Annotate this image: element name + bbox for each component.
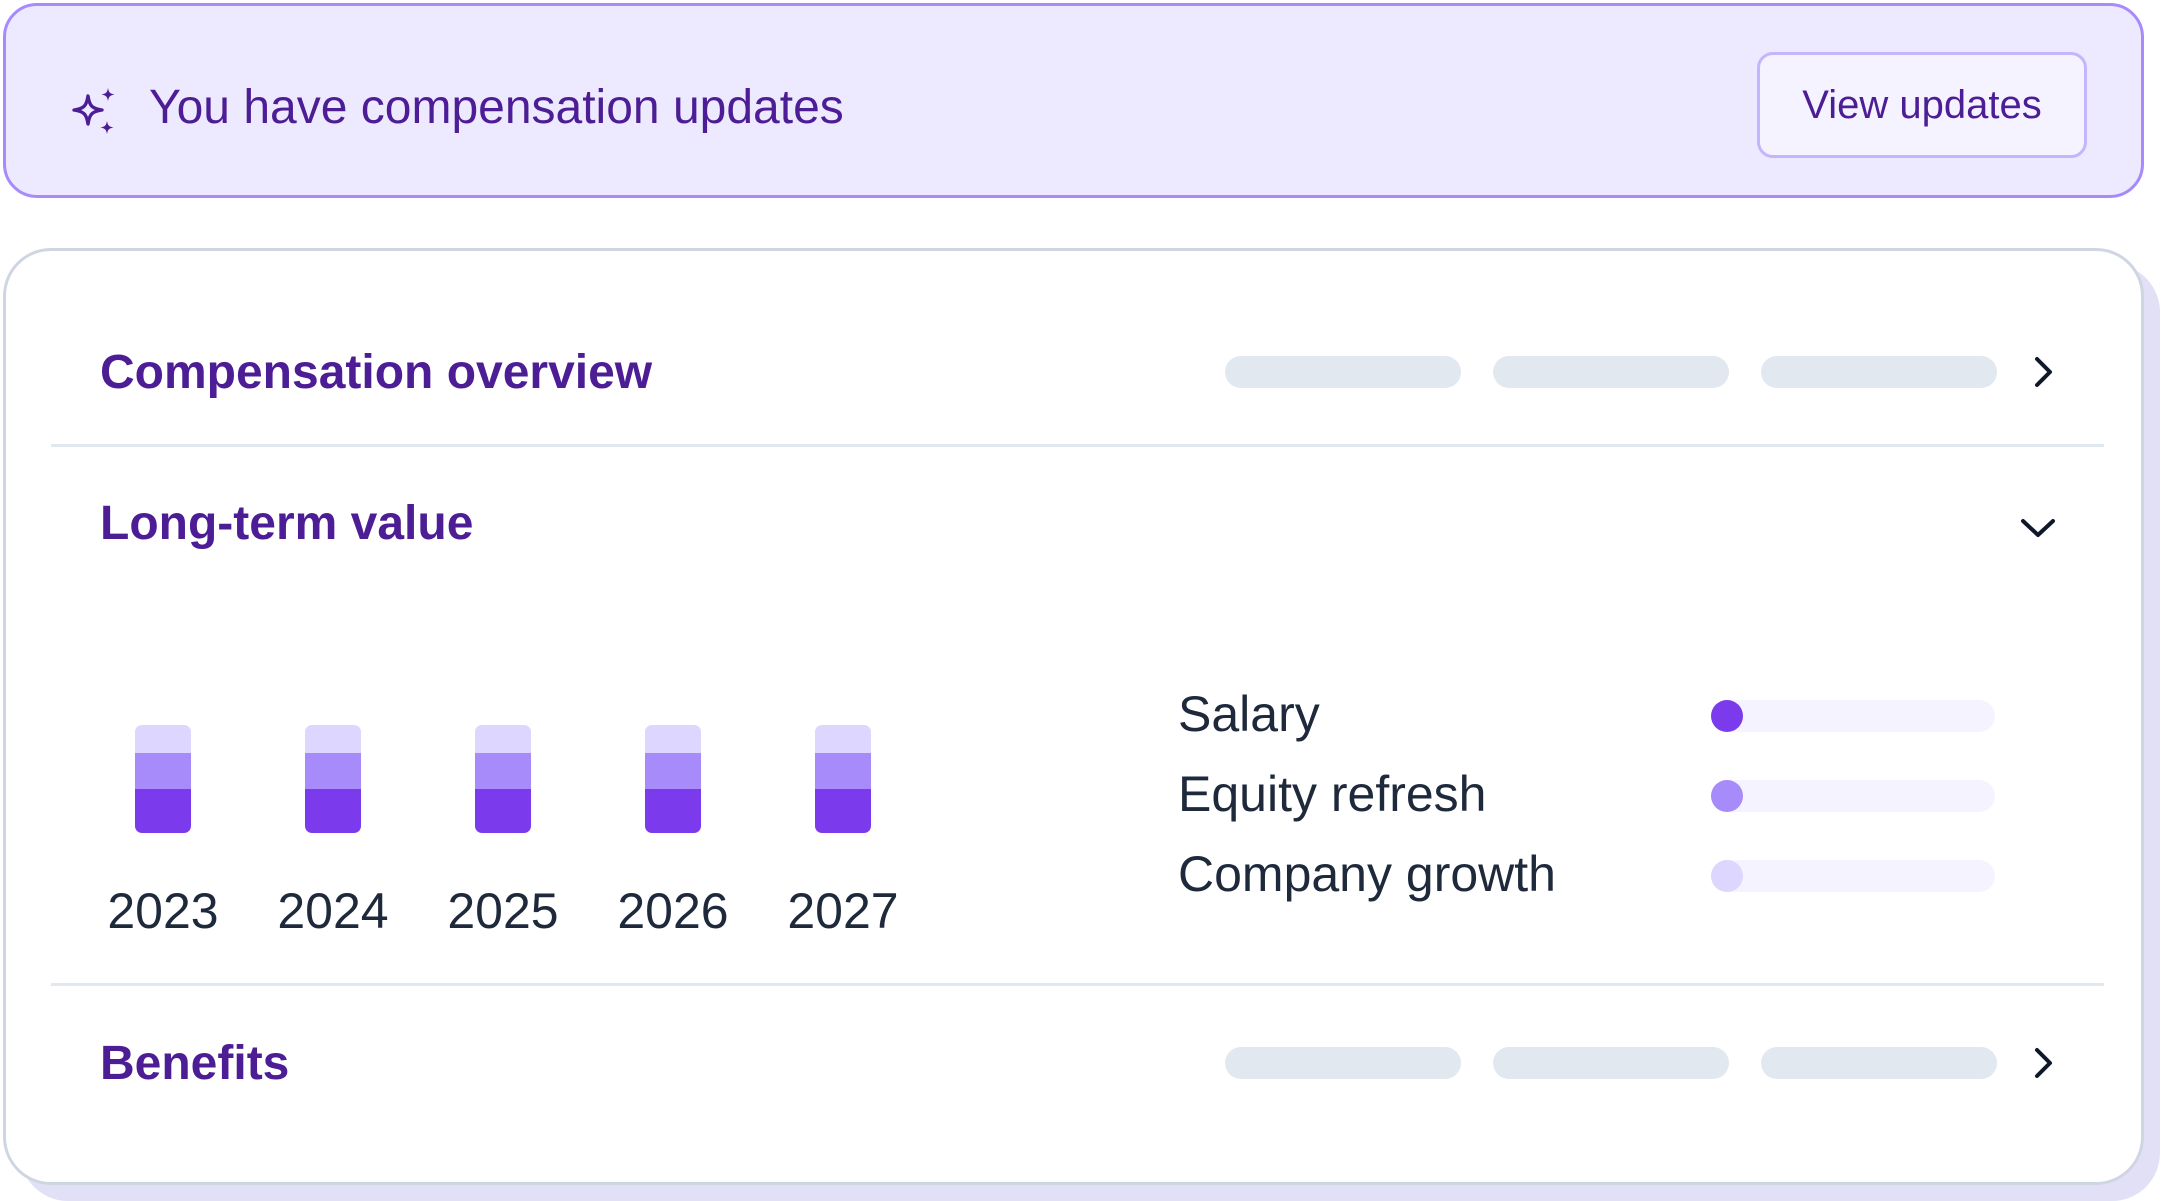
- skeleton-placeholder: [1761, 356, 1997, 388]
- banner-message: You have compensation updates: [149, 81, 844, 134]
- section-divider: [51, 444, 2104, 447]
- compensation-card: Compensation overview Long-term value Sa…: [3, 248, 2144, 1185]
- stacked-bar-2026: [645, 725, 701, 833]
- stacked-bar-2023: [135, 725, 191, 833]
- legend-label-equity-refresh: Equity refresh: [1178, 766, 1487, 822]
- stacked-bar-2025: [475, 725, 531, 833]
- bar-segment-salary: [475, 788, 531, 833]
- skeleton-placeholder: [1225, 1047, 1461, 1079]
- bar-segment-company-growth: [645, 725, 701, 754]
- year-label-2027: 2027: [787, 883, 899, 939]
- bar-segment-company-growth: [135, 725, 191, 754]
- legend-label-company-growth: Company growth: [1178, 846, 1556, 902]
- year-label-2023: 2023: [107, 883, 219, 939]
- section-title-compensation-overview[interactable]: Compensation overview: [100, 346, 653, 399]
- legend-track-equity-refresh: [1711, 780, 1995, 812]
- legend-track-company-growth: [1711, 860, 1995, 892]
- bar-segment-company-growth: [815, 725, 871, 754]
- skeleton-placeholder: [1493, 1047, 1729, 1079]
- skeleton-placeholder: [1761, 1047, 1997, 1079]
- year-label-2025: 2025: [447, 883, 559, 939]
- section-title-benefits[interactable]: Benefits: [100, 1037, 290, 1090]
- skeleton-placeholder: [1493, 356, 1729, 388]
- bar-segment-equity-refresh: [135, 753, 191, 789]
- bar-segment-equity-refresh: [815, 753, 871, 789]
- bar-segment-salary: [135, 788, 191, 833]
- legend-track-salary: [1711, 700, 1995, 732]
- legend-dot-company-growth: [1711, 860, 1743, 892]
- legend-dot-salary: [1711, 700, 1743, 732]
- chevron-right-icon[interactable]: [2021, 350, 2065, 394]
- legend-dot-equity-refresh: [1711, 780, 1743, 812]
- section-title-long-term-value[interactable]: Long-term value: [100, 497, 474, 550]
- bar-segment-company-growth: [305, 725, 361, 754]
- bar-segment-salary: [815, 788, 871, 833]
- legend-label-salary: Salary: [1178, 686, 1320, 742]
- stacked-bar-2027: [815, 725, 871, 833]
- year-label-2026: 2026: [617, 883, 729, 939]
- compensation-updates-banner: You have compensation updates View updat…: [3, 3, 2144, 198]
- year-label-2024: 2024: [277, 883, 389, 939]
- chevron-right-icon[interactable]: [2021, 1041, 2065, 1085]
- stacked-bar-2024: [305, 725, 361, 833]
- view-updates-button[interactable]: View updates: [1757, 52, 2087, 158]
- bar-segment-equity-refresh: [305, 753, 361, 789]
- bar-segment-equity-refresh: [645, 753, 701, 789]
- bar-segment-equity-refresh: [475, 753, 531, 789]
- chevron-down-icon[interactable]: [2016, 506, 2060, 550]
- sparkle-icon: [72, 88, 115, 134]
- bar-segment-salary: [305, 788, 361, 833]
- bar-segment-company-growth: [475, 725, 531, 754]
- bar-segment-salary: [645, 788, 701, 833]
- skeleton-placeholder: [1225, 356, 1461, 388]
- section-divider: [51, 983, 2104, 986]
